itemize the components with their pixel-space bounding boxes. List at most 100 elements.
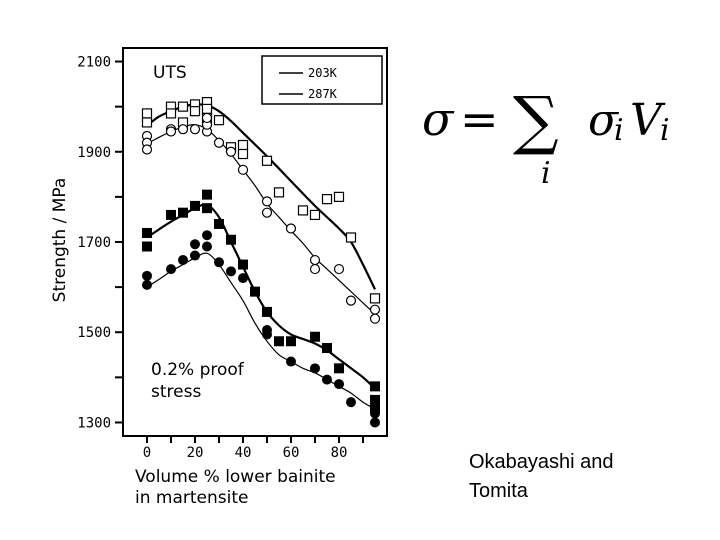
- data-point-open-square: [369, 293, 381, 304]
- data-point-open-circle: [369, 313, 381, 324]
- data-point-open-circle: [261, 196, 273, 207]
- data-point-open-circle: [369, 304, 381, 315]
- data-point-filled-circle: [334, 379, 344, 390]
- x-tick-label: 60: [283, 445, 300, 461]
- data-point-open-circle: [213, 137, 225, 148]
- data-point-open-square: [213, 115, 225, 126]
- x-axis-title-line2: in martensite: [135, 488, 248, 508]
- data-point-filled-circle: [346, 397, 356, 408]
- data-point-open-square: [237, 139, 249, 151]
- data-point-filled-circle: [166, 264, 176, 275]
- legend: 203K 287K: [261, 55, 383, 105]
- formula-v-subscript: i: [660, 113, 670, 148]
- fit-curve-2: [146, 124, 376, 315]
- data-point-open-square: [309, 209, 321, 221]
- legend-label-287k: 287K: [308, 87, 338, 101]
- data-point-filled-circle: [178, 255, 188, 266]
- y-tick-label: 1500: [77, 325, 111, 341]
- data-point-open-circle: [225, 146, 237, 157]
- data-point-filled-square: [226, 234, 236, 245]
- data-point-open-circle: [141, 144, 153, 155]
- formula-equals: =: [460, 92, 499, 146]
- proof-stress-label-line1: 0.2% proof: [151, 360, 245, 380]
- x-tick-label: 0: [143, 445, 151, 461]
- data-point-open-circle: [189, 124, 201, 135]
- data-point-filled-square: [142, 241, 152, 252]
- data-point-filled-square: [286, 336, 296, 347]
- formula-v: V: [630, 95, 666, 146]
- data-point-open-square: [189, 106, 201, 117]
- formula-lhs: σ: [422, 92, 455, 146]
- data-point-open-circle: [309, 254, 321, 266]
- fit-curve-1: [146, 103, 376, 290]
- x-axis-title-line1: Volume % lower bainite: [135, 467, 336, 487]
- data-point-open-circle: [309, 263, 321, 275]
- data-point-filled-circle: [214, 257, 224, 268]
- formula-sum: ∑: [513, 84, 559, 158]
- data-point-open-square: [201, 103, 213, 115]
- data-point-filled-square: [322, 343, 332, 354]
- data-point-filled-circle: [226, 266, 236, 277]
- legend-label-203k: 203K: [308, 66, 338, 80]
- data-point-open-square: [345, 232, 357, 243]
- data-point-open-square: [237, 148, 249, 160]
- legend-box: [261, 55, 383, 105]
- data-point-filled-square: [202, 189, 212, 200]
- data-point-filled-circle: [142, 279, 152, 290]
- data-point-filled-circle: [286, 356, 296, 367]
- formula-sigma: σ: [588, 95, 620, 146]
- data-point-filled-square: [202, 203, 212, 214]
- data-point-open-circle: [165, 126, 177, 137]
- data-point-open-square: [177, 101, 189, 112]
- rule-of-mixtures-formula: σ = ∑ σ i V i i: [422, 84, 670, 191]
- y-axis-title: Strength / MPa: [50, 178, 70, 303]
- proof-stress-label-line2: stress: [151, 382, 201, 402]
- data-point-filled-circle: [310, 363, 320, 374]
- data-point-open-circle: [177, 124, 189, 135]
- data-point-open-square: [261, 155, 273, 166]
- data-point-filled-square: [214, 218, 224, 229]
- data-point-filled-square: [370, 381, 380, 392]
- data-point-open-circle: [285, 223, 297, 234]
- data-point-filled-square: [238, 259, 248, 270]
- data-point-filled-circle: [202, 230, 212, 241]
- data-point-open-circle: [333, 263, 345, 275]
- data-point-filled-circle: [190, 250, 200, 261]
- data-point-filled-square: [310, 331, 320, 342]
- data-point-filled-circle: [202, 241, 212, 252]
- data-point-open-square: [165, 108, 177, 119]
- data-point-filled-circle: [190, 239, 200, 250]
- credit-line1: Okabayashi and: [469, 451, 614, 473]
- data-point-filled-circle: [322, 374, 332, 385]
- y-tick-label: 1900: [77, 145, 111, 161]
- data-point-filled-square: [178, 207, 188, 218]
- data-point-open-square: [297, 205, 309, 216]
- data-markers: [141, 97, 381, 428]
- data-point-filled-circle: [262, 329, 272, 340]
- data-point-filled-square: [166, 209, 176, 220]
- y-tick-label: 1300: [77, 415, 111, 431]
- data-point-filled-square: [334, 363, 344, 374]
- y-tick-label: 2100: [77, 55, 111, 71]
- data-point-open-square: [321, 194, 333, 205]
- y-tick-label: 1700: [77, 235, 111, 251]
- data-point-open-square: [141, 108, 153, 119]
- data-point-filled-circle: [142, 270, 152, 281]
- axis-ticks: [115, 60, 364, 443]
- x-tick-label: 80: [331, 445, 348, 461]
- data-point-filled-square: [274, 336, 284, 347]
- data-point-filled-circle: [370, 417, 380, 428]
- data-point-filled-circle: [238, 273, 248, 284]
- data-point-open-square: [141, 117, 153, 128]
- formula-sigma-subscript: i: [614, 113, 624, 148]
- uts-label: UTS: [153, 63, 187, 83]
- data-point-filled-square: [262, 306, 272, 317]
- data-point-filled-square: [142, 227, 152, 238]
- x-tick-label: 20: [187, 445, 204, 461]
- data-point-open-circle: [201, 112, 213, 124]
- data-point-open-circle: [237, 164, 249, 175]
- data-point-open-square: [333, 191, 345, 202]
- data-point-filled-circle: [370, 408, 380, 419]
- x-tick-label: 40: [235, 445, 252, 461]
